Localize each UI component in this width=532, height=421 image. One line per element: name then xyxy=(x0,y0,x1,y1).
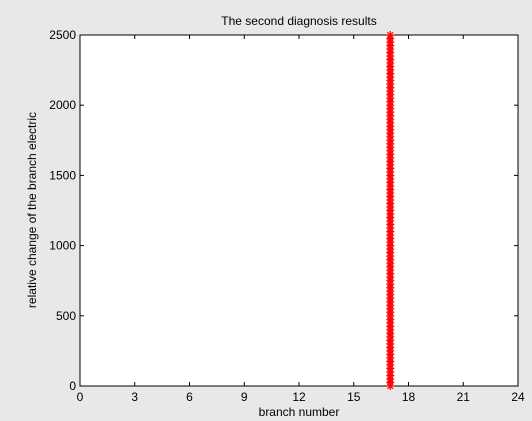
chart-title: The second diagnosis results xyxy=(221,14,376,28)
x-tick-label: 3 xyxy=(131,390,138,404)
y-axis-label: relative change of the branch electric xyxy=(25,112,39,308)
x-tick-label: 0 xyxy=(77,390,84,404)
data-point xyxy=(386,31,395,39)
y-tick-label: 2500 xyxy=(49,28,76,42)
x-tick-label: 9 xyxy=(241,390,248,404)
data-marks xyxy=(386,31,395,390)
y-tick-label: 1500 xyxy=(49,168,76,182)
x-tick-label: 12 xyxy=(292,390,306,404)
x-axis-label: branch number xyxy=(259,405,340,419)
y-tick-label: 1000 xyxy=(49,239,76,253)
x-tick-label: 18 xyxy=(402,390,416,404)
x-tick-label: 21 xyxy=(457,390,471,404)
x-tick-label: 6 xyxy=(186,390,193,404)
x-tick-label: 24 xyxy=(511,390,525,404)
marker-stroke xyxy=(387,31,394,39)
axis-ticks: 0 3 6 9 12 15 18 21 24 0 500 1000 1500 2000 2500 xyxy=(49,28,525,404)
y-tick-label: 0 xyxy=(69,379,76,393)
x-tick-label: 15 xyxy=(347,390,361,404)
plot-area xyxy=(79,34,519,387)
y-tick-label: 500 xyxy=(56,309,76,323)
y-tick-label: 2000 xyxy=(49,98,76,112)
